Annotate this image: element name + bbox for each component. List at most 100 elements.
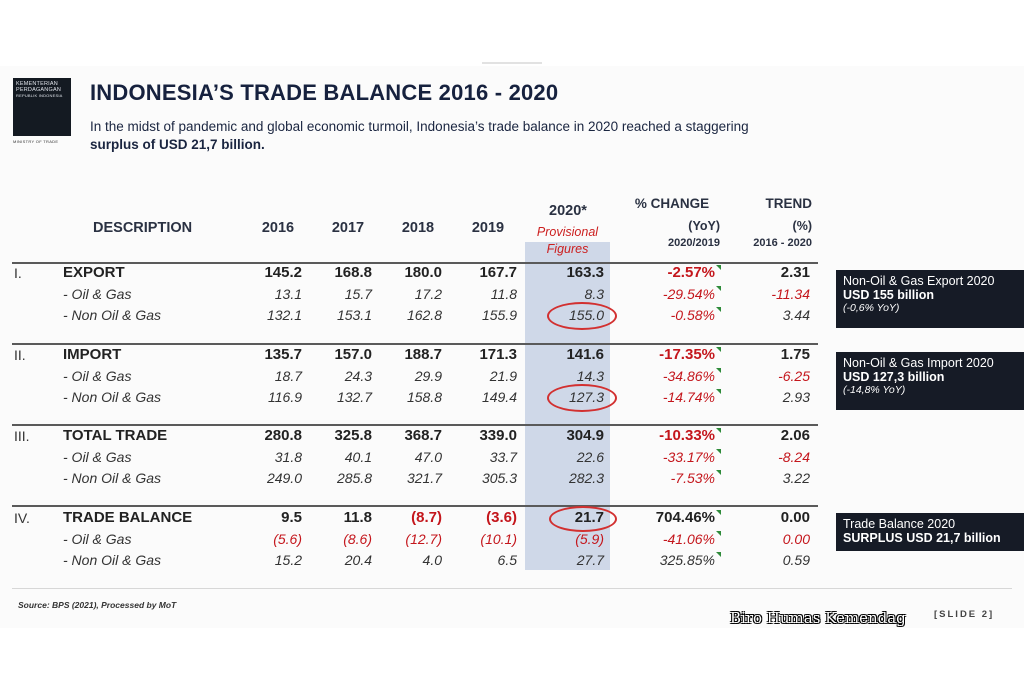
provisional-line-1: Provisional <box>536 225 599 239</box>
row-label: TOTAL TRADE <box>63 427 168 444</box>
cell-2019: 149.4 <box>481 389 517 405</box>
cell-2019: 339.0 <box>479 427 517 444</box>
page-subtitle: In the midst of pandemic and global econ… <box>90 118 850 154</box>
cell-2016: 13.1 <box>274 286 302 302</box>
subtitle-highlight: surplus of USD 21,7 billion. <box>90 137 265 152</box>
section-number: III. <box>14 428 30 444</box>
cell-trend: 3.44 <box>782 307 810 323</box>
cell-2016: (5.6) <box>273 531 302 547</box>
header-yoy: (YoY) <box>688 219 720 233</box>
cell-2020: 304.9 <box>566 427 604 444</box>
cell-trend: -6.25 <box>778 368 810 384</box>
cell-2017: 132.7 <box>336 389 372 405</box>
cell-pct-change: -2.57% <box>667 264 715 281</box>
cell-2019: 6.5 <box>497 552 517 568</box>
cell-2017: 15.7 <box>344 286 372 302</box>
header-2020: 2020* <box>549 203 587 219</box>
highlight-circle <box>549 506 617 532</box>
comment-marker <box>716 307 721 312</box>
cell-2016: 18.7 <box>274 368 302 384</box>
source-note: Source: BPS (2021), Processed by MoT <box>18 600 177 610</box>
section-divider <box>12 343 818 345</box>
cell-2016: 145.2 <box>264 264 302 281</box>
row-label: TRADE BALANCE <box>63 509 193 526</box>
header-trend: TREND <box>765 196 813 211</box>
cell-2016: 116.9 <box>268 389 302 405</box>
comment-marker <box>716 265 721 270</box>
cell-trend: 0.00 <box>782 531 810 547</box>
cell-pct-change: -10.33% <box>659 427 715 444</box>
subtitle-text: In the midst of pandemic and global econ… <box>90 119 749 134</box>
callout-export-change: (-0,6% YoY) <box>843 302 900 314</box>
cell-2017: (8.6) <box>343 531 372 547</box>
row-label: - Non Oil & Gas <box>63 389 162 405</box>
cell-trend: 1.75 <box>780 346 810 363</box>
callout-export-value: USD 155 billion <box>843 288 934 302</box>
cell-2018: 29.9 <box>414 368 442 384</box>
row-label: - Non Oil & Gas <box>63 307 162 323</box>
comment-marker <box>716 552 721 557</box>
header-trend-unit: (%) <box>792 219 812 233</box>
callout-balance-title: Trade Balance 2020 <box>843 517 956 531</box>
cell-pct-change: -7.53% <box>670 470 715 486</box>
highlight-circle <box>547 302 617 330</box>
header-2017: 2017 <box>331 220 365 236</box>
row-label: - Non Oil & Gas <box>63 552 162 568</box>
cell-2018: 368.7 <box>404 427 442 444</box>
cell-2019: 11.8 <box>490 286 517 302</box>
cell-2020: 282.3 <box>568 470 604 486</box>
cell-2017: 40.1 <box>344 449 372 465</box>
callout-import: Non-Oil & Gas Import 2020 USD 127,3 bill… <box>836 352 1024 410</box>
cell-2019: 155.9 <box>481 307 517 323</box>
comment-marker <box>716 347 721 352</box>
callout-balance-value: SURPLUS USD 21,7 billion <box>843 531 1001 545</box>
section-number: I. <box>14 265 22 281</box>
cell-2019: 33.7 <box>489 449 517 465</box>
cell-pct-change: 704.46% <box>655 509 715 526</box>
cell-2020: (5.9) <box>575 531 604 547</box>
comment-marker <box>716 470 721 475</box>
cell-pct-change: -34.86% <box>662 368 715 384</box>
cell-2018: (8.7) <box>411 509 442 526</box>
cell-pct-change: -41.06% <box>662 531 715 547</box>
cell-pct-change: 325.85% <box>659 552 715 568</box>
comment-marker <box>716 510 721 515</box>
cell-2020: 8.3 <box>584 286 604 302</box>
cell-2017: 325.8 <box>334 427 372 444</box>
callout-export-title: Non-Oil & Gas Export 2020 <box>843 274 995 288</box>
cell-2019: (10.1) <box>480 531 517 547</box>
ministry-logo: KEMENTERIAN PERDAGANGAN REPUBLIK INDONES… <box>13 78 71 136</box>
cell-2018: (12.7) <box>405 531 442 547</box>
cell-2018: 4.0 <box>422 552 442 568</box>
cell-2018: 162.8 <box>406 307 442 323</box>
row-label: EXPORT <box>63 264 125 281</box>
comment-marker <box>716 428 721 433</box>
cell-2016: 9.5 <box>281 509 302 526</box>
row-label: IMPORT <box>63 346 122 363</box>
section-divider <box>12 424 818 426</box>
section-divider <box>12 262 818 264</box>
section-number: II. <box>14 347 26 363</box>
cell-trend: -11.34 <box>771 286 810 302</box>
logo-caption: MINISTRY OF TRADE <box>13 139 59 144</box>
callout-export: Non-Oil & Gas Export 2020 USD 155 billio… <box>836 270 1024 328</box>
cell-trend: 2.93 <box>782 389 810 405</box>
logo-line-2: PERDAGANGAN <box>16 87 61 93</box>
callout-import-change: (-14,8% YoY) <box>843 384 906 396</box>
logo-line-1: KEMENTERIAN <box>16 81 58 87</box>
cell-2019: 171.3 <box>479 346 517 363</box>
cell-2016: 249.0 <box>266 470 302 486</box>
cell-2018: 47.0 <box>414 449 442 465</box>
cell-pct-change: -33.17% <box>662 449 715 465</box>
cell-2016: 15.2 <box>274 552 302 568</box>
cell-2017: 168.8 <box>334 264 372 281</box>
cell-2017: 153.1 <box>336 307 372 323</box>
row-label: - Oil & Gas <box>63 286 132 302</box>
cell-trend: 2.06 <box>780 427 810 444</box>
cell-trend: 2.31 <box>780 264 810 281</box>
cell-2016: 280.8 <box>264 427 302 444</box>
header-description: DESCRIPTION <box>93 220 193 236</box>
cell-2016: 31.8 <box>274 449 302 465</box>
top-divider <box>482 62 542 64</box>
header-2018: 2018 <box>401 220 435 236</box>
